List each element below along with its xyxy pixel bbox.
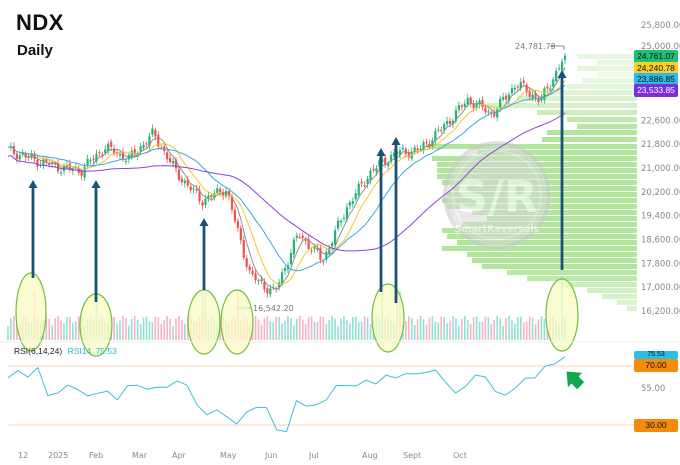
time-tick-label: Jul [308, 451, 319, 460]
rsi-tick-55: 55.00 [641, 384, 665, 394]
price-tick-label: 22,600.00 [641, 116, 680, 126]
ma-yellow-line [7, 79, 566, 286]
rsi-legend[interactable]: RSI(6,14,24) RSI14 75.53 [14, 346, 117, 356]
time-tick-label: Sept [403, 451, 421, 460]
price-tick-label: 21,000.00 [641, 164, 680, 174]
time-tick-label: 12 [18, 451, 28, 460]
symbol-title: NDX [16, 10, 64, 35]
price-tick-label: 21,800.00 [641, 140, 680, 150]
price-tick-label: 19,400.00 [641, 212, 680, 222]
time-tick-label: Jun [264, 451, 278, 460]
svg-text:24,781.73: 24,781.73 [515, 42, 556, 51]
rsi-legend-name: RSI(6,14,24) [14, 346, 63, 356]
price-badge: 24,240.78 [634, 62, 678, 75]
time-tick-label: Feb [89, 451, 103, 460]
price-badge: 23,886.85 [634, 73, 678, 86]
watermark-subtext: SmartReversals [455, 224, 540, 235]
rsi-oversold-badge: 30.00 [634, 419, 678, 432]
price-tick-label: 17,800.00 [641, 259, 680, 269]
price-tick-label: 17,000.00 [641, 283, 680, 293]
high-annotation: 24,781.73 [515, 42, 565, 51]
time-tick-label: Oct [453, 451, 467, 460]
green-arrow-icon [566, 371, 585, 390]
rsi-current-badge: 75.53 [634, 351, 678, 359]
ma-blue-line [7, 84, 566, 272]
price-badge: 23,533.85 [634, 84, 678, 97]
ma-fast-line [7, 67, 566, 290]
time-tick-label: Apr [172, 451, 187, 460]
rsi-overbought-badge: 70.00 [634, 359, 678, 372]
interval-label: Daily [17, 42, 53, 59]
price-axis[interactable]: 25,800.00 25,000.00 22,600.00 21,800.00 21,0… [641, 21, 680, 317]
time-tick-label: 2025 [48, 451, 68, 460]
rsi-panel[interactable]: 55.00 [7, 356, 665, 433]
rsi-legend-value: 75.53 [95, 346, 117, 356]
price-badge: 24,761.07 [634, 50, 678, 63]
price-tick-label: 20,200.00 [641, 188, 680, 198]
price-tick-label: 18,600.00 [641, 236, 680, 246]
time-tick-label: Mar [132, 451, 148, 460]
time-tick-label: May [220, 451, 237, 460]
time-tick-label: Aug [362, 451, 378, 460]
reversal-arrows [28, 70, 567, 303]
svg-text:16,542.20: 16,542.20 [253, 304, 294, 313]
watermark-text: S/R [456, 172, 538, 223]
price-tick-label: 16,200.00 [641, 307, 680, 317]
price-tick-label: 25,800.00 [641, 21, 680, 31]
volume-highlight-ellipses [15, 272, 579, 357]
rsi-line [7, 356, 566, 433]
rsi-legend-series: RSI14 [67, 346, 92, 356]
time-axis[interactable]: 12 2025 Feb Mar Apr May Jun Jul Aug Sept Oct [18, 451, 467, 460]
ma-purple-line [7, 112, 566, 252]
price-tick-label: 25,000.00 [641, 42, 680, 52]
